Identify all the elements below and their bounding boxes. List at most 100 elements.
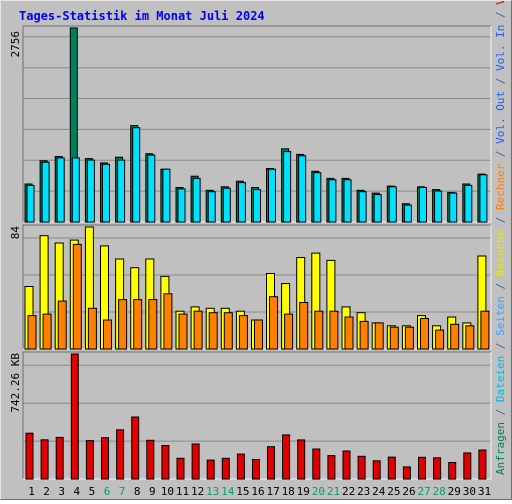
bar-rechner-day-7 xyxy=(118,299,128,350)
bar-volumen-day-18 xyxy=(282,434,291,480)
legend-part-8: Rechner xyxy=(494,163,507,210)
bar-volumen-day-17 xyxy=(267,446,275,480)
bar-dateien-day-18 xyxy=(283,151,292,223)
bar-volumen-day-21 xyxy=(327,455,336,480)
bar-rechner-day-26 xyxy=(404,326,414,350)
bar-dateien-day-19 xyxy=(298,155,307,223)
bar-rechner-day-24 xyxy=(374,322,384,350)
bar-rechner-day-27 xyxy=(420,318,429,350)
x-tick-label-16: 16 xyxy=(251,485,264,498)
bar-rechner-day-4 xyxy=(72,243,82,350)
bar-volumen-day-20 xyxy=(312,448,321,480)
bar-volumen-day-10 xyxy=(161,445,170,480)
x-tick-label-14: 14 xyxy=(221,485,235,498)
x-tick-label-19: 19 xyxy=(297,485,310,498)
bar-volumen-day-13 xyxy=(206,459,215,480)
bar-dateien-day-22 xyxy=(343,179,352,223)
bar-rechner-day-2 xyxy=(42,313,52,350)
legend-part-5: / xyxy=(494,276,507,296)
bar-rechner-day-6 xyxy=(103,319,112,350)
bar-dateien-day-16 xyxy=(253,189,261,223)
bar-volumen-day-26 xyxy=(402,466,411,480)
legend-part-9: / xyxy=(494,144,507,164)
bar-volumen-day-5 xyxy=(85,440,94,480)
panel-border-dark xyxy=(22,25,491,222)
x-tick-label-29: 29 xyxy=(448,485,461,498)
bar-rechner-day-1 xyxy=(27,315,37,350)
x-tick-label-26: 26 xyxy=(402,485,415,498)
x-tick-label-13: 13 xyxy=(206,485,219,498)
bar-volumen-day-4 xyxy=(70,353,79,480)
legend-part-3: / xyxy=(494,336,507,356)
bar-rechner-day-10 xyxy=(163,293,173,350)
legend-part-12: Vol. In xyxy=(494,25,507,71)
bar-volumen-day-27 xyxy=(418,456,426,480)
x-tick-label-17: 17 xyxy=(266,485,279,498)
bar-volumen-day-24 xyxy=(372,460,381,480)
x-tick-label-27: 27 xyxy=(417,485,430,498)
bar-dateien-day-23 xyxy=(358,191,367,223)
bar-rechner-day-8 xyxy=(133,299,143,350)
bar-rechner-day-19 xyxy=(299,302,309,350)
x-tick-label-4: 4 xyxy=(73,485,80,498)
y-max-label-top: 2756 xyxy=(9,31,22,58)
bar-dateien-day-24 xyxy=(373,194,382,223)
bar-dateien-day-15 xyxy=(237,182,246,223)
x-tick-label-2: 2 xyxy=(43,485,50,498)
bar-volumen-day-9 xyxy=(146,439,155,480)
bar-dateien-day-10 xyxy=(162,168,171,223)
bar-dateien-day-6 xyxy=(102,163,110,223)
legend-part-4: Seiten xyxy=(494,296,507,336)
bar-volumen-day-25 xyxy=(387,456,396,480)
x-tick-label-5: 5 xyxy=(89,485,96,498)
legend-part-1: / xyxy=(494,402,507,422)
x-tick-label-24: 24 xyxy=(372,485,386,498)
bar-volumen-day-11 xyxy=(176,457,185,480)
bar-volumen-day-31 xyxy=(478,449,487,480)
bar-rechner-day-11 xyxy=(178,313,188,350)
bar-dateien-day-14 xyxy=(222,187,231,223)
bar-volumen-day-19 xyxy=(297,439,306,480)
y-max-label-bottom: 742.26 KB xyxy=(9,353,22,413)
x-tick-label-25: 25 xyxy=(387,485,400,498)
bar-dateien-day-13 xyxy=(207,191,216,223)
bar-rechner-day-21 xyxy=(329,310,339,350)
x-tick-label-9: 9 xyxy=(149,485,156,498)
x-tick-label-11: 11 xyxy=(176,485,189,498)
panel-border-dark xyxy=(22,351,491,479)
bar-rechner-day-13 xyxy=(208,312,218,350)
bar-dateien-day-17 xyxy=(268,168,276,223)
bar-rechner-day-30 xyxy=(465,325,475,350)
bar-volumen-day-8 xyxy=(131,416,140,480)
x-tick-label-6: 6 xyxy=(104,485,111,498)
bar-dateien-day-31 xyxy=(479,174,488,223)
x-tick-label-22: 22 xyxy=(342,485,355,498)
bar-rechner-day-5 xyxy=(87,307,97,350)
bar-volumen-day-30 xyxy=(463,452,472,480)
bar-rechner-day-29 xyxy=(450,323,460,350)
bar-dateien-day-25 xyxy=(388,186,397,223)
bar-dateien-day-20 xyxy=(313,172,322,223)
legend-part-2: Dateien xyxy=(494,356,507,402)
bar-rechner-day-31 xyxy=(480,310,490,350)
x-tick-label-1: 1 xyxy=(28,485,35,498)
x-tick-label-8: 8 xyxy=(134,485,141,498)
bar-volumen-day-28 xyxy=(433,457,442,480)
bar-dateien-day-4 xyxy=(71,157,80,223)
x-tick-label-31: 31 xyxy=(478,485,491,498)
bar-rechner-day-12 xyxy=(193,310,203,350)
bar-volumen-day-2 xyxy=(40,439,49,480)
bar-rechner-day-23 xyxy=(359,320,369,350)
chart-title: Tages-Statistik im Monat Juli 2024 xyxy=(19,9,265,23)
x-tick-label-15: 15 xyxy=(236,485,249,498)
bar-rechner-day-22 xyxy=(344,316,354,350)
x-tick-label-12: 12 xyxy=(191,485,204,498)
bar-volumen-day-6 xyxy=(101,437,109,480)
bar-volumen-day-3 xyxy=(55,436,64,480)
bar-dateien-day-26 xyxy=(403,204,412,223)
bar-rechner-day-25 xyxy=(389,326,399,350)
bar-dateien-day-3 xyxy=(56,157,65,223)
x-tick-label-23: 23 xyxy=(357,485,370,498)
